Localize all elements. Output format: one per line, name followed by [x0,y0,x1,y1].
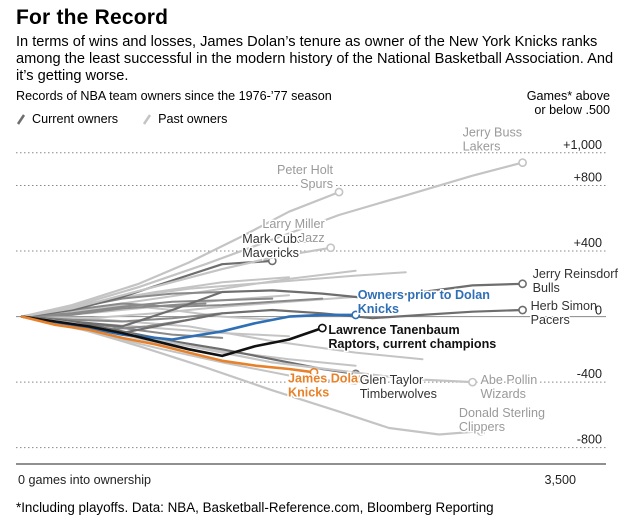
legend-label-current: Current owners [32,112,119,126]
x-axis-label: 0 games into ownership [18,473,151,487]
series-line [20,315,316,374]
series-line [20,313,357,341]
y-tick-label: -400 [577,367,602,381]
series-label-team: Bulls [533,281,560,295]
y-tick-label: +800 [574,171,602,185]
series-end-marker [518,279,527,289]
chart-title: For the Record [16,6,169,29]
labeled-series [20,158,527,436]
y-tick-label: +400 [574,236,602,250]
series-end-marker [317,323,327,333]
series-label-owner: Larry Miller [262,217,324,231]
series-line [20,191,341,318]
series-label-team: Knicks [288,385,329,399]
series-line [20,161,524,318]
series-label-team: Timberwolves [360,387,437,401]
legend-swatch-current [16,114,26,125]
series-label-team: Pacers [531,313,570,327]
footnote: *Including playoffs. Data: NBA, Basketba… [16,500,494,515]
series-label-owner: Jerry Reinsdorf [533,267,619,281]
series-end-marker [351,310,361,320]
series-label-owner: Mark Cuban [242,232,311,246]
series-label-owner: Peter Holt [277,163,333,177]
series-line [20,246,332,318]
series-label-owner: Lawrence Tanenbaum [328,323,459,337]
series-line [20,315,324,358]
series-label-team: Clippers [459,420,505,434]
legend-item-past: Past owners [142,112,227,126]
chart-subtitle: In terms of wins and losses, James Dolan… [16,34,614,84]
y-axis-unit-line1: Games* above [526,89,610,103]
y-tick-labels: +1,000 +800 +400 0 -400 -800 [563,138,602,447]
legend: Current owners Past owners [16,112,251,126]
series-label-owner: Donald Sterling [459,406,545,420]
x-axis: 0 games into ownership 3,500 [16,463,606,487]
series-end-marker [518,158,527,167]
legend-item-current: Current owners [16,112,118,126]
y-tick-label: -800 [577,433,602,447]
series-end-marker [476,426,486,436]
series-label-owner: Herb Simon [531,299,598,313]
series-line [20,282,524,328]
series-label-team: Knicks [358,302,399,316]
series-line [21,312,224,323]
y-axis-unit: Games* above or below .500 [527,89,610,117]
series-label-team: Lakers [463,140,501,154]
series-end-marker [468,377,477,387]
series-end-marker [309,367,319,377]
series-label-owner: Glen Taylor [360,373,423,387]
series-end-marker [518,305,527,315]
series-label-owner: James Dolan [288,371,366,385]
series-label-team: Raptors, current champions [328,337,496,351]
series-label-owner: Owners prior to Dolan [358,288,490,302]
series-label-team: Wizards [481,387,526,401]
series-end-marker [326,243,336,253]
series-label-owner: Jerry Buss [463,126,522,140]
y-tick-label: +1,000 [563,138,602,152]
legend-swatch-past [143,114,152,125]
series-label-team: Spurs [300,177,333,191]
series-line [21,302,207,318]
series-line [20,315,482,436]
chart-caption: Records of NBA team owners since the 197… [16,89,332,103]
y-tick-label: 0 [595,304,602,318]
series-label-team: Jazz [299,231,325,245]
legend-label-past: Past owners [158,112,228,126]
series-end-marker [334,187,344,197]
y-axis-unit-line2: or below .500 [534,103,610,117]
x-tick-label: 3,500 [544,473,576,487]
series-label-team: Mavericks [242,246,299,260]
series-label-owner: Abe Pollin [481,373,538,387]
series-line [21,315,424,361]
